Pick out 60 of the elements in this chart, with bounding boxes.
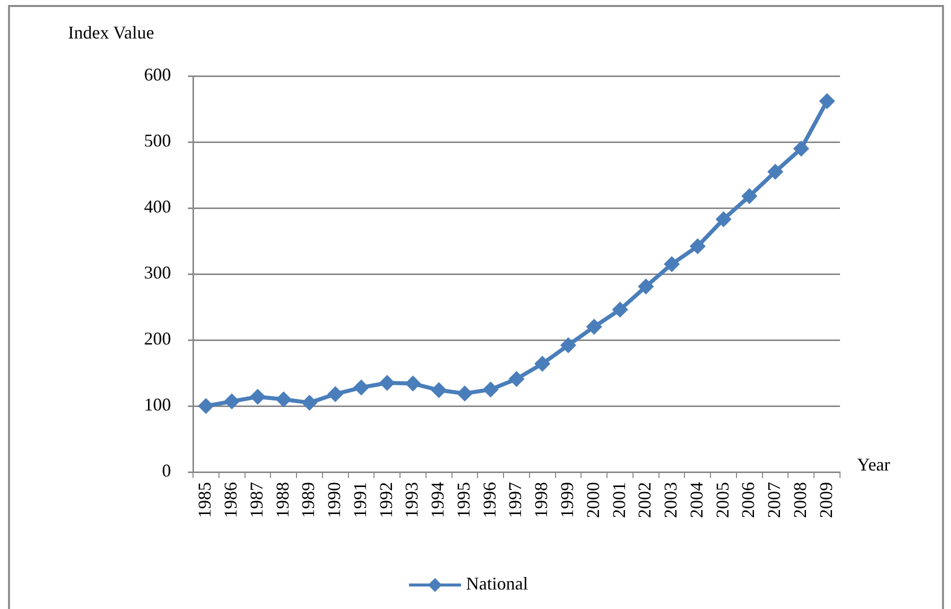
point	[198, 398, 214, 414]
x-tick-label: 2004	[686, 482, 706, 518]
y-tick-label: 500	[144, 130, 171, 151]
point	[560, 337, 576, 354]
point	[404, 376, 421, 392]
x-tick-label: 1986	[220, 482, 241, 518]
x-tick-label: 1997	[505, 482, 526, 518]
x-tick-label: 2002	[634, 482, 655, 518]
point	[586, 318, 602, 335]
point	[741, 188, 758, 204]
point	[664, 256, 680, 272]
x-tick-label: 1988	[272, 482, 292, 518]
x-tick-label: 1993	[402, 482, 422, 518]
point	[508, 370, 524, 387]
point	[819, 93, 836, 110]
point	[482, 382, 499, 398]
y-tick-label: 200	[144, 328, 171, 349]
legend-label: National	[466, 574, 528, 594]
x-axis-title: Year	[857, 454, 890, 475]
x-tick-label: 2000	[582, 482, 603, 518]
point	[456, 385, 473, 402]
y-tick-label: 600	[144, 64, 171, 85]
point	[690, 238, 706, 254]
point	[430, 382, 447, 398]
point	[767, 164, 784, 180]
point	[612, 302, 628, 318]
x-tick-label: 1991	[350, 482, 370, 518]
x-tick-label: 1990	[324, 482, 344, 518]
point	[301, 394, 318, 411]
x-tick-label: 2009	[816, 482, 836, 518]
x-tick-label: 1985	[194, 482, 215, 518]
y-tick-label: 0	[162, 460, 171, 481]
x-tick-label: 2003	[660, 482, 681, 518]
x-tick-label: 1998	[531, 482, 552, 518]
y-tick-label: 400	[144, 196, 171, 217]
point	[379, 374, 396, 391]
x-tick-label: 1996	[479, 482, 500, 518]
x-tick-label: 1999	[556, 482, 577, 518]
y-tick-label: 100	[144, 394, 171, 415]
x-tick-label: 2001	[608, 482, 629, 518]
y-tick-label: 300	[144, 262, 171, 283]
x-tick-label: 2008	[790, 482, 810, 518]
point	[534, 356, 550, 372]
point	[793, 140, 810, 157]
x-tick-label: 2007	[764, 482, 784, 518]
x-tick-label: 1994	[428, 482, 448, 518]
x-tick-label: 1992	[376, 482, 396, 518]
y-axis-title: Index Value	[68, 22, 154, 43]
point	[250, 388, 266, 405]
x-tick-label: 2006	[738, 482, 758, 518]
point	[327, 386, 344, 402]
x-tick-label: 1987	[246, 482, 266, 518]
point	[353, 380, 370, 396]
point	[276, 391, 292, 408]
x-tick-label: 1995	[453, 482, 474, 518]
x-tick-label: 2005	[712, 482, 732, 518]
point	[224, 393, 240, 410]
point	[716, 211, 732, 228]
x-tick-label: 1989	[298, 482, 318, 518]
point	[638, 278, 654, 295]
